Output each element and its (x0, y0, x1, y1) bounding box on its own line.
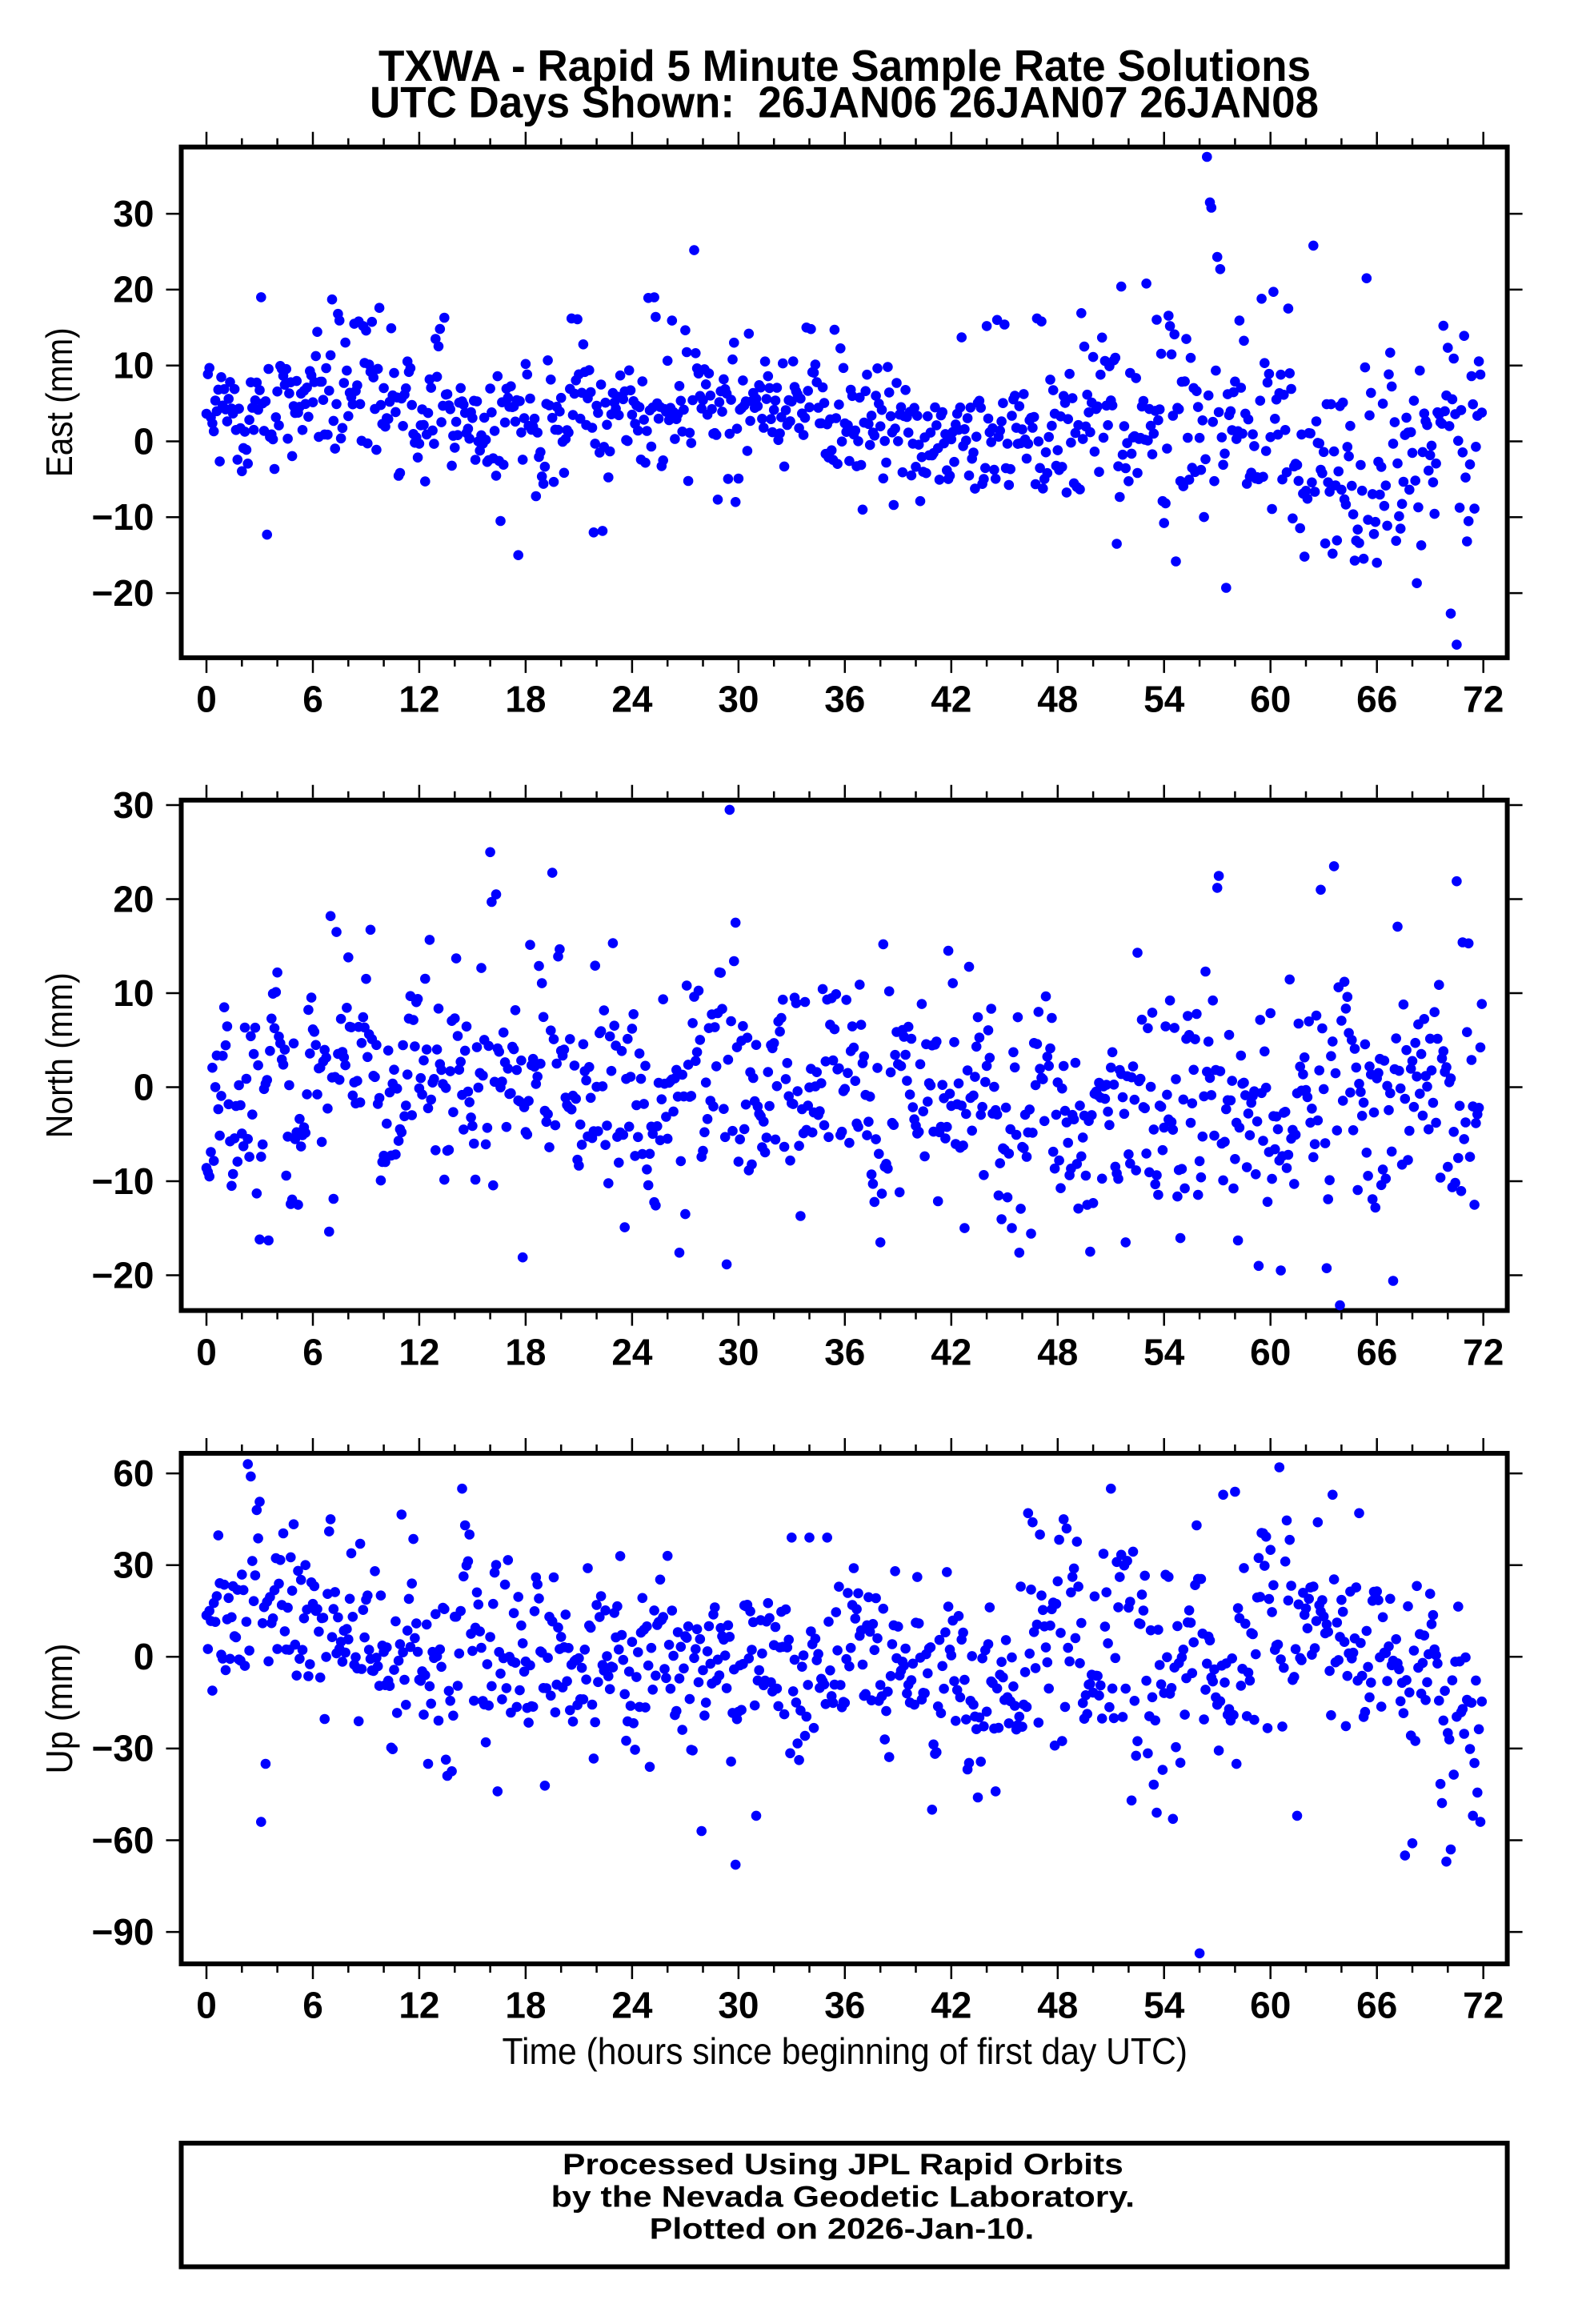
svg-text:0: 0 (196, 1331, 217, 1372)
svg-text:42: 42 (931, 679, 971, 720)
svg-text:36: 36 (824, 1331, 865, 1372)
svg-text:12: 12 (399, 1985, 439, 2026)
svg-text:−60: −60 (91, 1819, 154, 1861)
svg-text:−10: −10 (91, 1160, 154, 1202)
svg-text:24: 24 (611, 1331, 653, 1372)
svg-text:East (mm): East (mm) (38, 327, 80, 477)
svg-text:Plotted on 2026-Jan-10.: Plotted on 2026-Jan-10. (650, 2212, 1035, 2245)
svg-text:Processed Using JPL Rapid Orbi: Processed Using JPL Rapid Orbits (563, 2148, 1123, 2181)
svg-text:30: 30 (718, 679, 759, 720)
svg-text:30: 30 (113, 193, 154, 234)
svg-text:48: 48 (1037, 1331, 1078, 1372)
svg-text:30: 30 (113, 784, 154, 826)
svg-text:18: 18 (505, 679, 546, 720)
svg-text:48: 48 (1037, 1985, 1078, 2026)
svg-text:0: 0 (196, 1985, 217, 2026)
svg-text:72: 72 (1463, 1331, 1504, 1372)
svg-text:10: 10 (113, 972, 154, 1014)
svg-text:Up (mm): Up (mm) (38, 1644, 80, 1774)
svg-text:54: 54 (1143, 679, 1185, 720)
svg-text:20: 20 (113, 269, 154, 311)
svg-text:30: 30 (718, 1985, 759, 2026)
svg-text:24: 24 (611, 679, 653, 720)
svg-text:30: 30 (113, 1545, 154, 1586)
svg-text:66: 66 (1356, 1331, 1397, 1372)
svg-text:0: 0 (134, 420, 154, 462)
svg-text:18: 18 (505, 1985, 546, 2026)
svg-text:42: 42 (931, 1331, 971, 1372)
svg-text:54: 54 (1143, 1985, 1185, 2026)
svg-text:72: 72 (1463, 1985, 1504, 2026)
svg-text:0: 0 (134, 1636, 154, 1677)
svg-text:6: 6 (302, 679, 323, 720)
svg-text:24: 24 (611, 1985, 653, 2026)
svg-text:6: 6 (302, 1331, 323, 1372)
svg-text:0: 0 (134, 1066, 154, 1108)
svg-text:10: 10 (113, 345, 154, 387)
svg-text:by the Nevada Geodetic Laborat: by the Nevada Geodetic Laboratory. (551, 2180, 1135, 2213)
svg-text:72: 72 (1463, 679, 1504, 720)
svg-text:TXWA - Rapid 5 Minute Sample R: TXWA - Rapid 5 Minute Sample Rate Soluti… (378, 41, 1311, 90)
svg-text:60: 60 (113, 1452, 154, 1494)
svg-text:−90: −90 (91, 1911, 154, 1953)
svg-text:48: 48 (1037, 679, 1078, 720)
svg-text:60: 60 (1250, 1331, 1291, 1372)
svg-text:−20: −20 (91, 1254, 154, 1296)
svg-text:6: 6 (302, 1985, 323, 2026)
svg-text:60: 60 (1250, 1985, 1291, 2026)
svg-text:66: 66 (1356, 1985, 1397, 2026)
svg-text:60: 60 (1250, 679, 1291, 720)
svg-text:−30: −30 (91, 1728, 154, 1769)
svg-text:−10: −10 (91, 496, 154, 538)
svg-text:−20: −20 (91, 572, 154, 614)
svg-text:54: 54 (1143, 1331, 1185, 1372)
svg-text:UTC Days Shown: 26JAN06 26JAN: UTC Days Shown: 26JAN06 26JAN07 26JAN08 (370, 78, 1319, 127)
svg-text:36: 36 (824, 1985, 865, 2026)
svg-text:12: 12 (399, 1331, 439, 1372)
svg-text:36: 36 (824, 679, 865, 720)
svg-text:30: 30 (718, 1331, 759, 1372)
svg-text:North (mm): North (mm) (38, 972, 80, 1138)
svg-text:12: 12 (399, 679, 439, 720)
svg-text:18: 18 (505, 1331, 546, 1372)
svg-text:42: 42 (931, 1985, 971, 2026)
svg-text:Time (hours since beginning of: Time (hours since beginning of first day… (503, 2030, 1188, 2072)
svg-text:0: 0 (196, 679, 217, 720)
svg-text:66: 66 (1356, 679, 1397, 720)
svg-text:20: 20 (113, 878, 154, 920)
